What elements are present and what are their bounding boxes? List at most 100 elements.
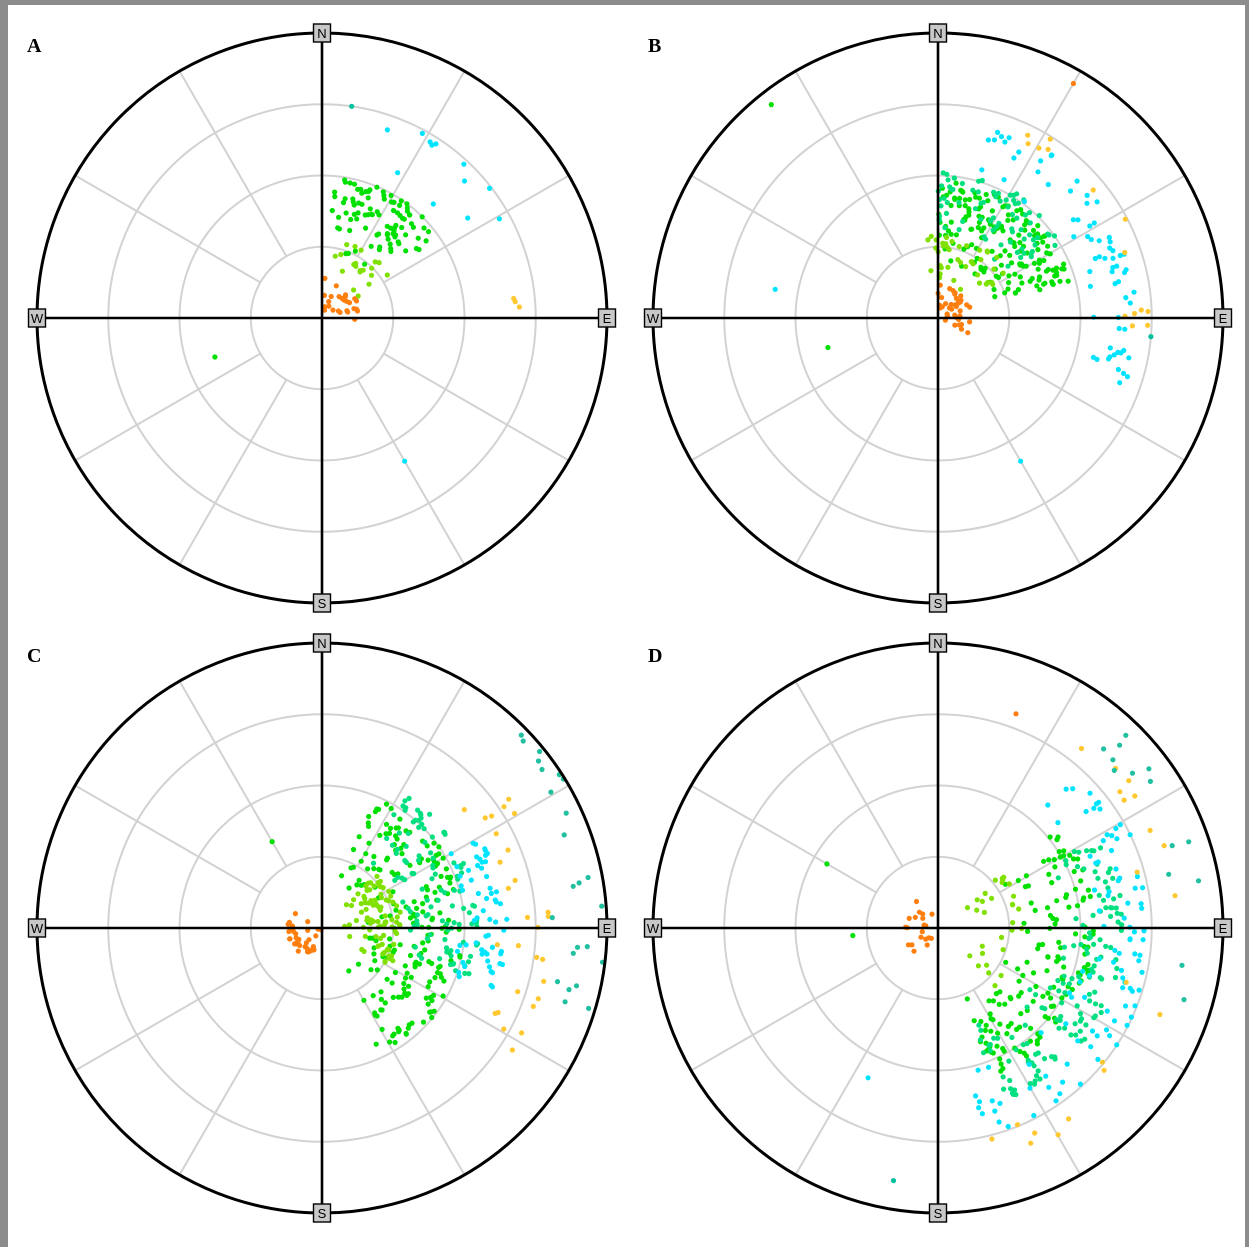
data-point xyxy=(390,843,395,848)
data-point xyxy=(1107,235,1112,240)
data-point xyxy=(1059,266,1064,271)
data-point xyxy=(929,912,934,917)
data-point xyxy=(1028,1026,1033,1031)
data-point xyxy=(999,263,1004,268)
data-point xyxy=(1139,901,1144,906)
data-point xyxy=(967,953,972,958)
data-point xyxy=(982,910,987,915)
data-point xyxy=(991,267,996,272)
data-point xyxy=(1137,953,1142,958)
data-point xyxy=(1139,307,1144,312)
data-point xyxy=(1120,975,1125,980)
data-point xyxy=(388,242,393,247)
data-point xyxy=(420,940,425,945)
data-point xyxy=(404,860,409,865)
data-point xyxy=(498,860,503,865)
azimuth-spoke xyxy=(796,71,903,256)
data-point xyxy=(1186,839,1191,844)
data-point xyxy=(1105,832,1110,837)
data-point xyxy=(416,247,421,252)
data-point xyxy=(420,214,425,219)
data-point xyxy=(393,970,398,975)
data-point xyxy=(459,883,464,888)
data-point xyxy=(391,812,396,817)
data-point xyxy=(951,278,956,283)
data-point xyxy=(1122,798,1127,803)
data-point xyxy=(498,901,503,906)
data-point xyxy=(1097,908,1102,913)
data-point xyxy=(393,1040,398,1045)
data-point xyxy=(1036,1050,1041,1055)
data-point xyxy=(1097,956,1102,961)
data-point xyxy=(1001,271,1006,276)
data-point xyxy=(359,859,364,864)
data-point xyxy=(430,863,435,868)
data-point xyxy=(1046,267,1051,272)
data-point xyxy=(1094,801,1099,806)
data-point xyxy=(825,345,830,350)
data-point xyxy=(1075,903,1080,908)
azimuth-spoke xyxy=(796,681,903,866)
data-point xyxy=(1137,988,1142,993)
data-point xyxy=(541,979,546,984)
data-point xyxy=(1022,1051,1027,1056)
data-point xyxy=(414,906,419,911)
data-point xyxy=(997,1022,1002,1027)
data-point xyxy=(1055,954,1060,959)
azimuth-spoke xyxy=(384,354,569,461)
data-point xyxy=(1101,838,1106,843)
data-point xyxy=(1071,81,1076,86)
data-point xyxy=(991,998,996,1003)
data-point xyxy=(939,183,944,188)
data-point xyxy=(1008,995,1013,1000)
data-point xyxy=(417,853,422,858)
data-point xyxy=(303,944,308,949)
data-point xyxy=(983,237,988,242)
data-point xyxy=(403,232,408,237)
data-point xyxy=(456,970,461,975)
data-point xyxy=(1035,169,1040,174)
data-point xyxy=(413,964,418,969)
data-point xyxy=(426,959,431,964)
data-point xyxy=(354,918,359,923)
data-point xyxy=(1032,261,1037,266)
data-point xyxy=(429,876,434,881)
data-point xyxy=(432,975,437,980)
data-point xyxy=(401,877,406,882)
data-point xyxy=(494,831,499,836)
data-point xyxy=(464,942,469,947)
data-point xyxy=(399,225,404,230)
data-point xyxy=(416,858,421,863)
data-point xyxy=(497,961,502,966)
data-point xyxy=(389,917,394,922)
data-point xyxy=(403,976,408,981)
data-point xyxy=(1145,309,1150,314)
data-point xyxy=(329,294,334,299)
data-point xyxy=(1179,963,1184,968)
data-point xyxy=(484,896,489,901)
data-point xyxy=(433,872,438,877)
data-point xyxy=(850,933,855,938)
data-point xyxy=(406,831,411,836)
data-point xyxy=(1099,1010,1104,1015)
data-point xyxy=(1069,976,1074,981)
data-point xyxy=(1114,905,1119,910)
data-point xyxy=(374,232,379,237)
data-point xyxy=(1118,822,1123,827)
data-point xyxy=(1078,1019,1083,1024)
data-point xyxy=(359,910,364,915)
data-point xyxy=(1132,951,1137,956)
data-point xyxy=(1033,242,1038,247)
data-point xyxy=(1061,848,1066,853)
data-point xyxy=(489,813,494,818)
data-point xyxy=(1020,973,1025,978)
data-point xyxy=(1048,995,1053,1000)
data-point xyxy=(1035,1038,1040,1043)
data-point xyxy=(394,903,399,908)
data-point xyxy=(1048,251,1053,256)
data-point xyxy=(1027,232,1032,237)
data-point xyxy=(1092,220,1097,225)
data-point xyxy=(420,887,425,892)
data-point xyxy=(506,797,511,802)
data-point xyxy=(1111,960,1116,965)
